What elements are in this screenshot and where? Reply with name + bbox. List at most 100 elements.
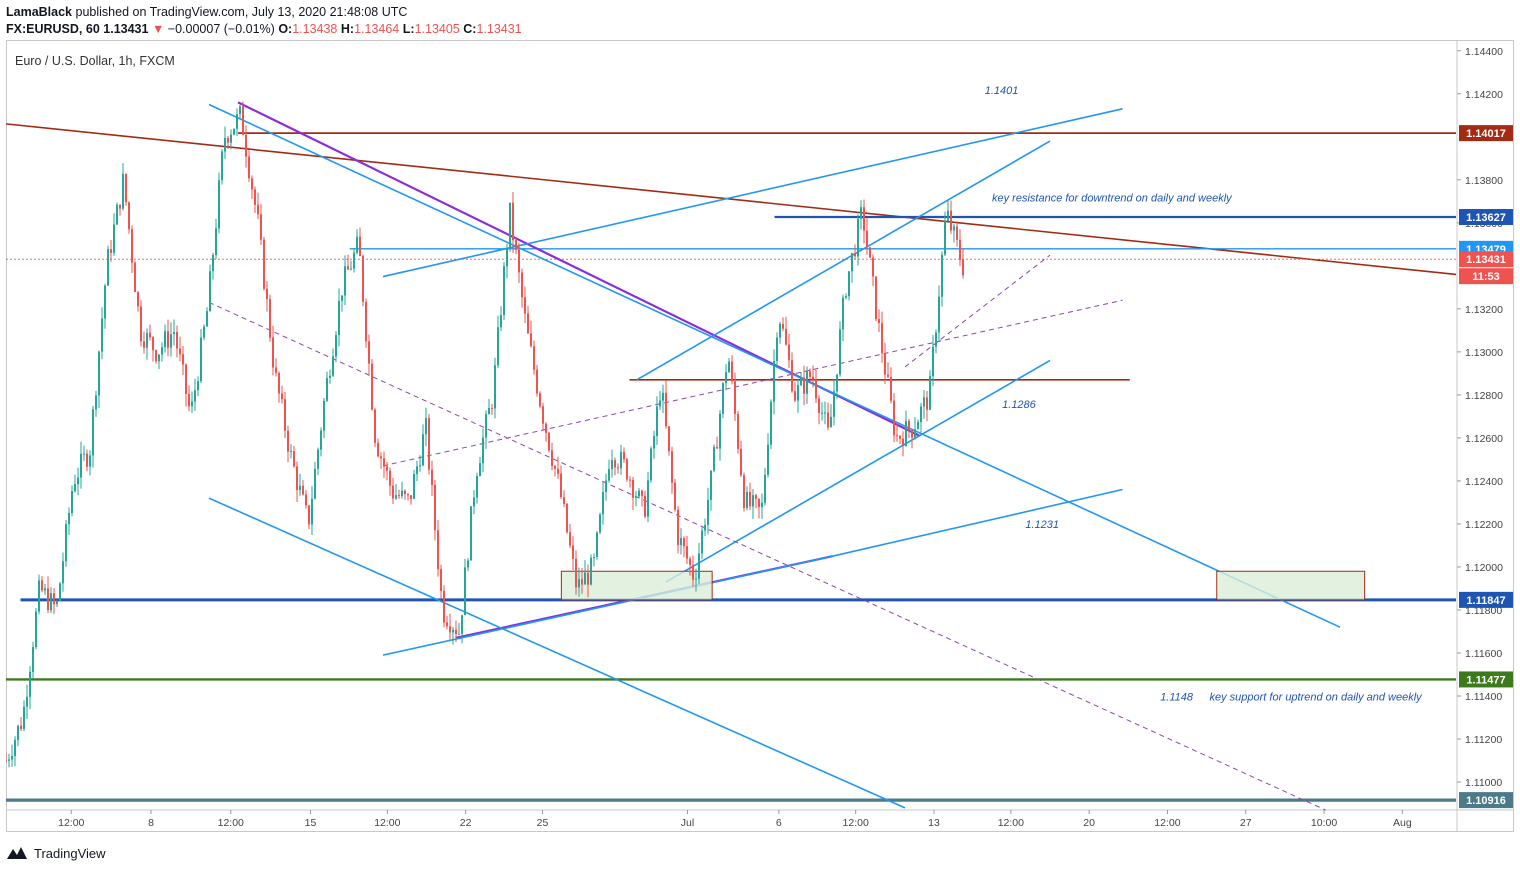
dashed-uptrend-1[interactable]	[382, 299, 1123, 467]
candle-body	[932, 346, 934, 377]
candle-body	[746, 491, 748, 509]
candle-body	[752, 495, 754, 507]
candle-body	[482, 437, 484, 464]
candle-body	[485, 414, 487, 438]
y-tick-label: 1.12200	[1465, 519, 1503, 531]
candle-body	[368, 341, 370, 364]
candle-body	[590, 557, 592, 585]
candle-body	[197, 381, 199, 391]
candle-body	[914, 429, 916, 438]
candle-body	[896, 435, 898, 437]
candle-body	[56, 601, 58, 605]
demand-zone-2[interactable]	[1216, 570, 1366, 601]
candle-body	[806, 371, 808, 394]
high-value: 1.13464	[354, 22, 400, 36]
candle-body	[512, 202, 514, 241]
candle-body	[176, 331, 178, 349]
candle-body	[860, 207, 862, 219]
candle-body	[101, 318, 103, 352]
candle-body	[62, 561, 64, 584]
candle-body	[881, 323, 883, 354]
published-text: published on TradingView.com, July 13, 2…	[75, 5, 408, 19]
candle-body	[329, 375, 331, 378]
candle-body	[674, 482, 676, 510]
blue-uptrend-continuation[interactable]	[832, 488, 1123, 557]
candle-body	[923, 397, 925, 407]
candle-body	[140, 306, 142, 342]
candle-body	[71, 491, 73, 513]
candle-body	[536, 369, 538, 394]
desc-channel-lower[interactable]	[208, 497, 906, 809]
candle-body	[353, 252, 355, 269]
candle-body	[233, 128, 235, 135]
x-tick-label: 8	[148, 817, 154, 829]
candle-body	[152, 337, 154, 351]
candle-body	[302, 485, 304, 495]
candle-body	[959, 239, 961, 260]
candle-body	[281, 393, 283, 400]
candle-body	[782, 323, 784, 329]
candle-body	[824, 412, 826, 414]
candle-body	[773, 361, 775, 402]
demand-zone-1[interactable]	[560, 570, 713, 601]
candle-body	[248, 156, 250, 179]
candle-body	[164, 331, 166, 348]
candle-body	[455, 629, 457, 634]
blue-lower-support[interactable]	[382, 555, 833, 656]
candle-body	[425, 417, 427, 435]
candle-body	[866, 230, 868, 248]
author-name[interactable]: LamaBlack	[6, 5, 73, 19]
candle-body	[185, 364, 187, 394]
dashed-uptrend-2[interactable]	[904, 254, 1051, 368]
candle-body	[437, 530, 439, 570]
candle-body	[755, 495, 757, 499]
price-change: −0.00007 (−0.01%)	[167, 22, 275, 36]
last-price: 1.13431	[103, 22, 149, 36]
candle-body	[830, 416, 832, 428]
x-tick-label: 10:00	[1311, 817, 1337, 829]
candle-body	[647, 480, 649, 517]
downtrend-line[interactable]	[6, 123, 1457, 276]
candle-body	[905, 420, 907, 446]
candle-body	[35, 611, 37, 648]
candle-body	[788, 344, 790, 361]
asc-channel-lower[interactable]	[665, 359, 1051, 583]
x-tick-label: 6	[776, 817, 782, 829]
candle-body	[128, 202, 130, 230]
price-label: 1.14017	[1466, 128, 1506, 140]
candle-body	[317, 449, 319, 469]
price-chart[interactable]: 1.144001.142001.138001.136001.132001.130…	[6, 40, 1514, 832]
candle-body	[503, 266, 505, 316]
candle-body	[761, 502, 763, 508]
candle-body	[611, 460, 613, 470]
candle-body	[656, 406, 658, 437]
candle-body	[458, 633, 460, 635]
candle-body	[962, 259, 964, 276]
y-tick-label: 1.11200	[1465, 734, 1502, 746]
dashed-downtrend[interactable]	[208, 301, 1326, 811]
candle-body	[236, 114, 238, 129]
candle-body	[374, 409, 376, 443]
candle-body	[488, 408, 490, 415]
candle-body	[869, 247, 871, 258]
chart-area[interactable]: 1.144001.142001.138001.136001.132001.130…	[6, 40, 1514, 832]
candle-body	[89, 455, 91, 467]
candle-body	[626, 459, 628, 480]
candle-body	[242, 106, 244, 135]
candle-body	[947, 210, 949, 222]
candle-body	[419, 465, 421, 467]
candle-body	[290, 450, 292, 452]
candle-body	[278, 372, 280, 394]
candle-body	[83, 453, 85, 455]
asc-channel-mid[interactable]	[636, 140, 1051, 381]
price-label: 1.13627	[1466, 212, 1506, 224]
candle-body	[59, 583, 61, 602]
candle-body	[917, 422, 919, 430]
brand-name[interactable]: TradingView	[34, 845, 106, 861]
candle-body	[527, 313, 529, 334]
candle-body	[935, 332, 937, 347]
candle-body	[731, 361, 733, 382]
candle-body	[338, 300, 340, 336]
candle-body	[65, 524, 67, 562]
candle-body	[113, 224, 115, 253]
